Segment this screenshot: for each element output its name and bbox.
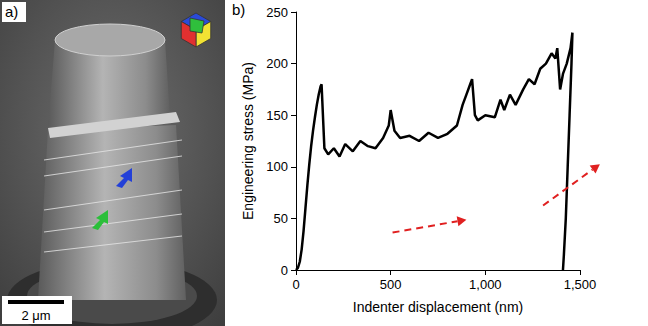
svg-text:0: 0 xyxy=(281,263,288,278)
svg-text:500: 500 xyxy=(380,277,402,292)
svg-text:150: 150 xyxy=(266,108,288,123)
svg-text:Engineering stress (MPa): Engineering stress (MPa) xyxy=(240,62,256,220)
svg-text:1,000: 1,000 xyxy=(469,277,502,292)
svg-text:a): a) xyxy=(5,3,18,20)
svg-text:Indenter displacement (nm): Indenter displacement (nm) xyxy=(353,299,523,315)
svg-text:250: 250 xyxy=(266,5,288,20)
svg-text:50: 50 xyxy=(274,211,288,226)
svg-text:100: 100 xyxy=(266,159,288,174)
svg-text:b): b) xyxy=(232,1,245,18)
svg-text:200: 200 xyxy=(266,56,288,71)
svg-text:1,500: 1,500 xyxy=(564,277,597,292)
svg-text:2 μm: 2 μm xyxy=(21,308,50,323)
svg-text:0: 0 xyxy=(292,277,299,292)
